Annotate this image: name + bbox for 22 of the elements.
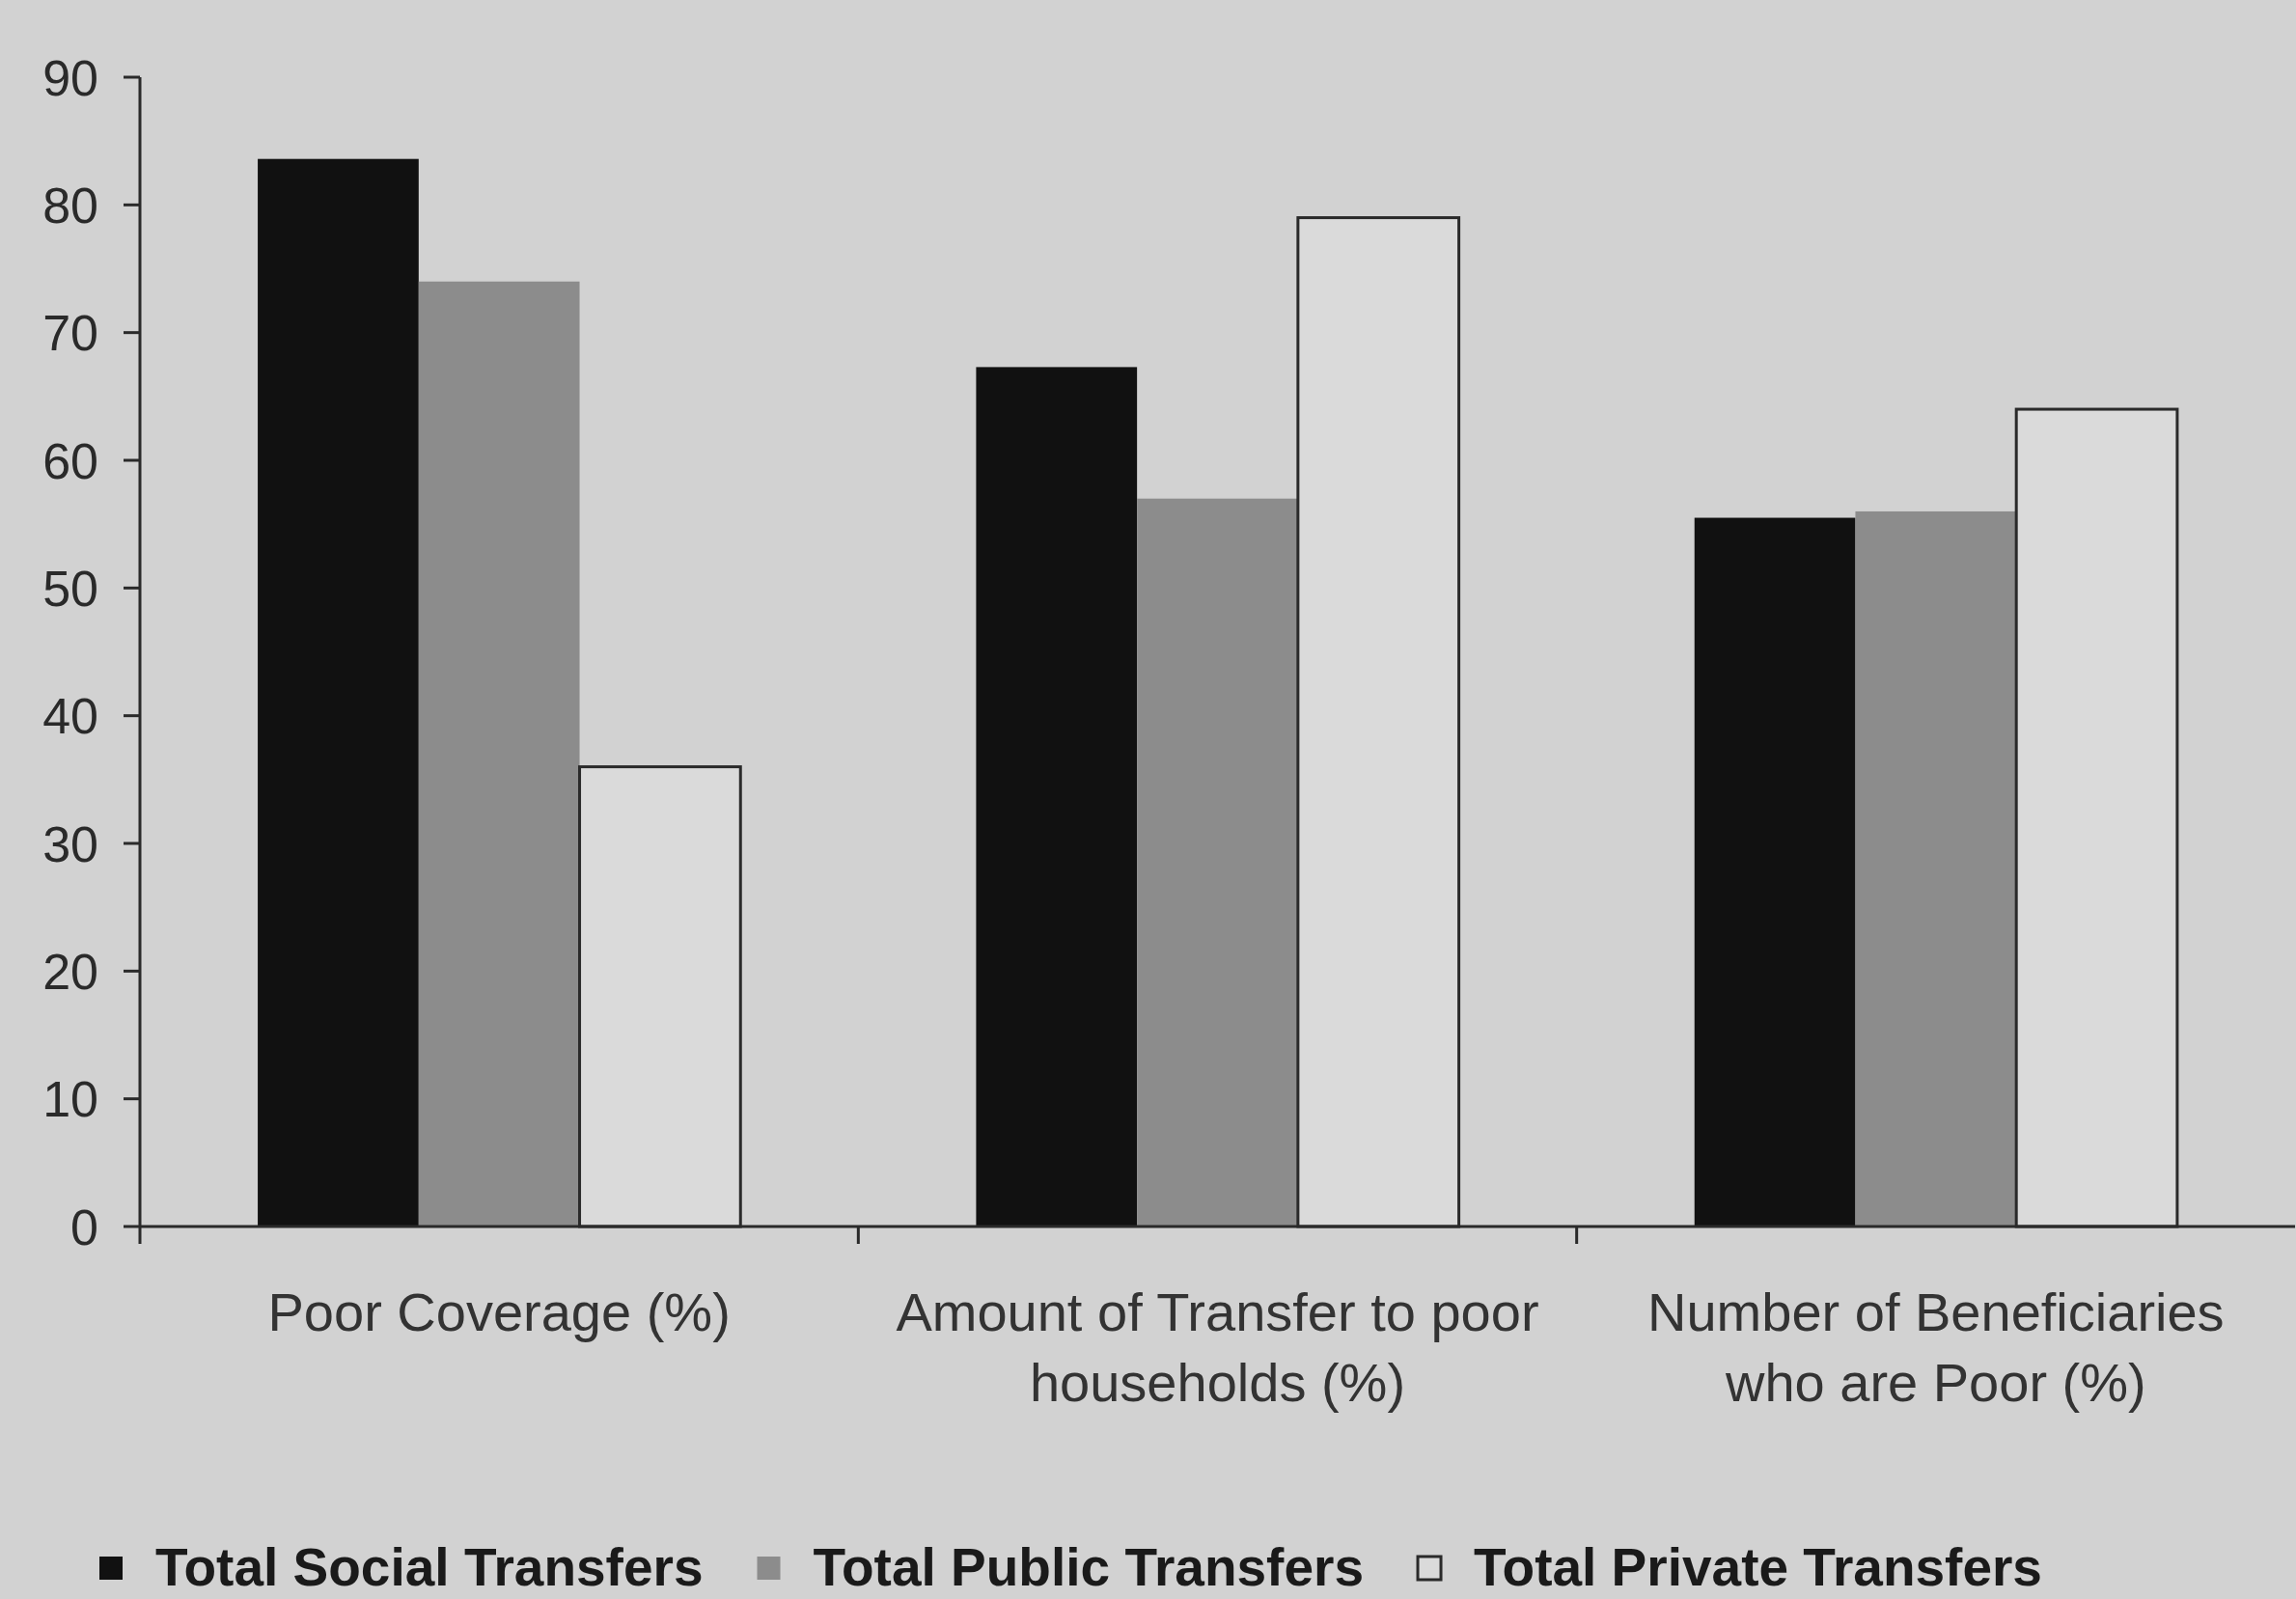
x-tick-label: Number of Beneficiaries who are Poor (%): [1647, 1282, 2225, 1413]
legend-label: Total Public Transfers: [813, 1537, 1365, 1597]
y-tick-label: 40: [42, 688, 98, 745]
y-tick-label: 30: [42, 815, 98, 872]
x-tick-label: Poor Coverage (%): [267, 1282, 731, 1342]
y-tick-label: 20: [42, 944, 98, 1001]
y-tick-label: 90: [42, 49, 98, 106]
bar: [1855, 510, 2017, 1227]
y-tick-label: 70: [42, 305, 98, 362]
x-tick-label: Amount of Transfer to poor households (%): [896, 1282, 1539, 1413]
y-tick-label: 80: [42, 178, 98, 234]
y-tick-label: 10: [42, 1071, 98, 1128]
bar: [258, 158, 419, 1227]
bar: [976, 367, 1138, 1227]
bar: [1694, 517, 1856, 1227]
y-tick-label: 50: [42, 561, 98, 618]
legend-label: Total Private Transfers: [1474, 1537, 2042, 1597]
y-tick-label: 0: [70, 1199, 98, 1255]
y-tick-label: 60: [42, 432, 98, 489]
bar: [1137, 498, 1298, 1227]
bar: [418, 281, 580, 1227]
legend-label: Total Social Transfers: [155, 1537, 704, 1597]
